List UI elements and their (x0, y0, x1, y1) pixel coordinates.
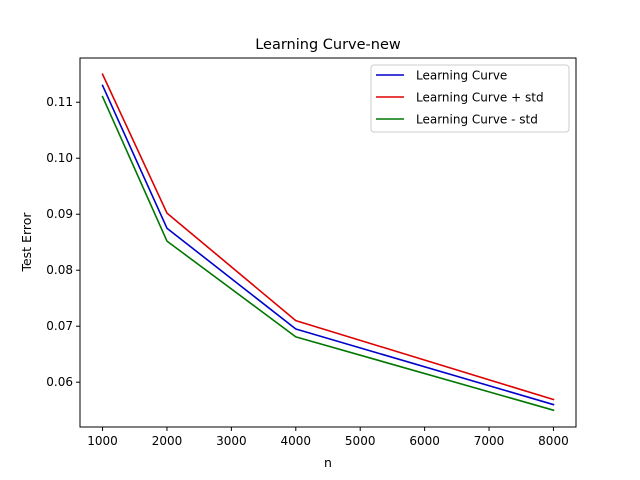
legend-items: Learning Curve Learning Curve + std Learni… (376, 69, 544, 127)
x-tick-label: 4000 (281, 434, 312, 448)
legend: Learning Curve Learning Curve + std Learni… (370, 64, 570, 133)
legend-label-1: Learning Curve (416, 69, 507, 83)
series-line-2 (101, 73, 555, 401)
y-tick-label: 0.10 (46, 151, 73, 165)
y-tick-label: 0.07 (46, 319, 73, 333)
series-line-3 (101, 95, 555, 412)
x-tick-label: 3000 (216, 434, 247, 448)
legend-label-3: Learning Curve - std (416, 113, 538, 127)
y-tick-label: 0.09 (46, 207, 73, 221)
x-tick-label: 6000 (409, 434, 440, 448)
x-tick-label: 1000 (87, 434, 118, 448)
y-axis-label: Test Error (19, 212, 34, 273)
series-layer (101, 73, 555, 412)
legend-box (370, 64, 570, 133)
series-line-1 (101, 84, 555, 406)
x-tick-label: 8000 (538, 434, 569, 448)
chart-title: Learning Curve-new (255, 37, 401, 53)
x-tick-label: 5000 (345, 434, 376, 448)
x-axis-label: n (324, 455, 332, 470)
x-tick-label: 7000 (474, 434, 505, 448)
y-tick-label: 0.08 (46, 263, 73, 277)
tick-layer: 1000 2000 3000 4000 5000 6000 7000 8000 0.06 0.07… (46, 95, 568, 448)
y-tick-label: 0.06 (46, 375, 73, 389)
legend-label-2: Learning Curve + std (416, 91, 544, 105)
x-tick-label: 2000 (152, 434, 183, 448)
y-tick-label: 0.11 (46, 95, 73, 109)
plot-area-frame (79, 57, 577, 428)
